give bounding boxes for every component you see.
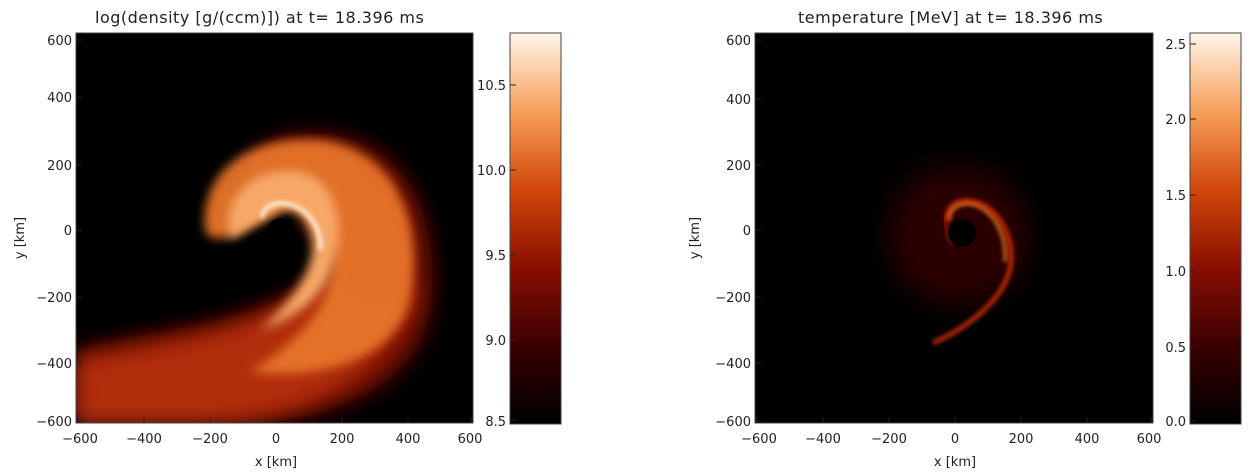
temperature-ytick: 0 bbox=[743, 224, 751, 239]
density-panel: log(density [g/(ccm)]) at t= 18.396 ms bbox=[0, 0, 600, 473]
temperature-colorbar-gradient bbox=[1189, 32, 1242, 425]
density-spiral bbox=[76, 134, 433, 423]
density-colorbar-tick: 9.5 bbox=[485, 249, 506, 264]
temperature-xtick: 200 bbox=[1009, 432, 1034, 447]
temperature-xtick: −600 bbox=[741, 432, 777, 447]
temperature-colorbar-tick: 0.5 bbox=[1165, 341, 1186, 356]
density-xtick: −400 bbox=[126, 432, 162, 447]
density-ytick: −600 bbox=[36, 415, 72, 430]
temperature-colorbar-tick: 2.5 bbox=[1165, 38, 1186, 53]
temperature-colorbar-tick: 1.5 bbox=[1165, 189, 1186, 204]
density-ytick: 200 bbox=[47, 159, 72, 174]
density-ytick: 600 bbox=[47, 34, 72, 49]
density-colorbar-tick: 10.5 bbox=[477, 79, 506, 94]
temperature-colorbar-tick: 0.0 bbox=[1165, 415, 1186, 430]
temperature-ytick: −600 bbox=[715, 415, 751, 430]
density-title: log(density [g/(ccm)]) at t= 18.396 ms bbox=[95, 8, 425, 27]
temperature-ytick: −200 bbox=[715, 291, 751, 306]
temperature-ytick: 400 bbox=[726, 93, 751, 108]
temperature-y-axis: 600 400 200 0 −200 −400 −600 y [km] bbox=[688, 34, 761, 430]
density-ytick: 0 bbox=[64, 224, 72, 239]
density-colorbar-tick: 8.5 bbox=[485, 415, 506, 430]
temperature-xtick: −400 bbox=[805, 432, 841, 447]
temperature-title: temperature [MeV] at t= 18.396 ms bbox=[798, 8, 1104, 27]
temperature-x-axis-label: x [km] bbox=[934, 455, 976, 470]
density-ytick: −200 bbox=[36, 291, 72, 306]
density-chart: 600 400 200 0 −200 −400 −600 y [km] −600… bbox=[13, 32, 562, 470]
density-xtick: 200 bbox=[330, 432, 355, 447]
density-xtick: 600 bbox=[458, 432, 483, 447]
temperature-xtick: 400 bbox=[1075, 432, 1100, 447]
temperature-colorbar-tick: 1.0 bbox=[1165, 265, 1186, 280]
density-ytick: 400 bbox=[47, 91, 72, 106]
density-xtick: −600 bbox=[62, 432, 98, 447]
temperature-xtick: −200 bbox=[871, 432, 907, 447]
temperature-x-axis: −600 −400 −200 0 200 400 600 x [km] bbox=[741, 417, 1161, 470]
density-colorbar-tick: 10.0 bbox=[477, 164, 506, 179]
temperature-y-axis-label: y [km] bbox=[688, 217, 703, 259]
temperature-plot-frame bbox=[754, 32, 1154, 424]
density-colorbar-tick: 9.0 bbox=[485, 334, 506, 349]
temperature-colorbar: 2.5 2.0 1.5 1.0 0.5 0.0 bbox=[1165, 32, 1242, 430]
density-plot-frame bbox=[75, 32, 474, 424]
temperature-panel: temperature [MeV] at t= 18.396 ms bbox=[653, 0, 1253, 473]
temperature-ytick: −400 bbox=[715, 357, 751, 372]
density-y-axis-label: y [km] bbox=[13, 217, 28, 259]
density-ytick: −400 bbox=[36, 357, 72, 372]
temperature-ytick: 600 bbox=[726, 34, 751, 49]
density-colorbar: 10.5 10.0 9.5 9.0 8.5 bbox=[477, 32, 562, 430]
temperature-chart: 600 400 200 0 −200 −400 −600 y [km] −600… bbox=[688, 32, 1242, 470]
temperature-xtick: 0 bbox=[951, 432, 959, 447]
density-xtick: 0 bbox=[272, 432, 280, 447]
density-colorbar-gradient bbox=[509, 32, 562, 425]
density-x-axis-label: x [km] bbox=[255, 455, 297, 470]
density-x-axis: −600 −400 −200 0 200 400 600 x [km] bbox=[62, 417, 482, 470]
density-y-axis: 600 400 200 0 −200 −400 −600 y [km] bbox=[13, 34, 82, 430]
temperature-colorbar-tick: 2.0 bbox=[1165, 113, 1186, 128]
temperature-xtick: 600 bbox=[1137, 432, 1162, 447]
temperature-ytick: 200 bbox=[726, 159, 751, 174]
density-xtick: 400 bbox=[396, 432, 421, 447]
density-xtick: −200 bbox=[192, 432, 228, 447]
temperature-spiral bbox=[888, 165, 1028, 346]
